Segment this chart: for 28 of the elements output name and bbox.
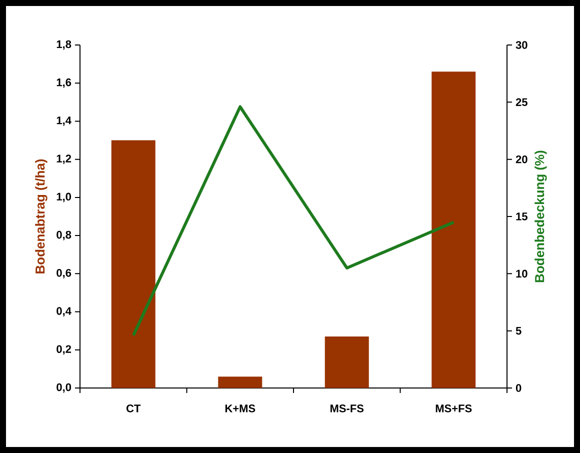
bar [111, 140, 156, 388]
y2-tick-label: 25 [516, 98, 528, 106]
y2-tick-label: 30 [516, 41, 528, 49]
line-series [132, 105, 456, 337]
bar [218, 376, 262, 388]
x-tick-label: MS-FS [330, 404, 364, 412]
y2-tick-label: 5 [516, 327, 522, 335]
y-tick-label: 1,6 [56, 78, 72, 88]
y-tick-label: 0,0 [56, 383, 72, 393]
y-tick-label: 1,8 [56, 40, 72, 50]
y-tick-label: 0,6 [56, 268, 72, 278]
x-tick-label: K+MS [225, 404, 256, 412]
bar [432, 72, 476, 388]
y-tick-label: 1,2 [56, 154, 72, 164]
y2-tick-label: 0 [516, 384, 522, 392]
y2-axis-title: Bodenbedeckung (%) [534, 150, 547, 282]
y2-tick-label: 15 [516, 212, 528, 220]
y-axis-title: Bodenabtrag (t/ha) [35, 159, 48, 274]
y-tick-label: 0,2 [56, 345, 72, 355]
y-tick-label: 1,0 [56, 192, 72, 202]
x-tick-label: CT [126, 404, 141, 412]
y2-tick-label: 20 [516, 155, 528, 164]
bar [324, 336, 369, 388]
x-tick-label: MS+FS [436, 404, 472, 412]
y2-tick-label: 10 [516, 270, 528, 278]
y-tick-label: 0,4 [56, 307, 72, 316]
y-tick-label: 1,4 [56, 116, 72, 126]
y-tick-label: 0,8 [56, 230, 72, 240]
